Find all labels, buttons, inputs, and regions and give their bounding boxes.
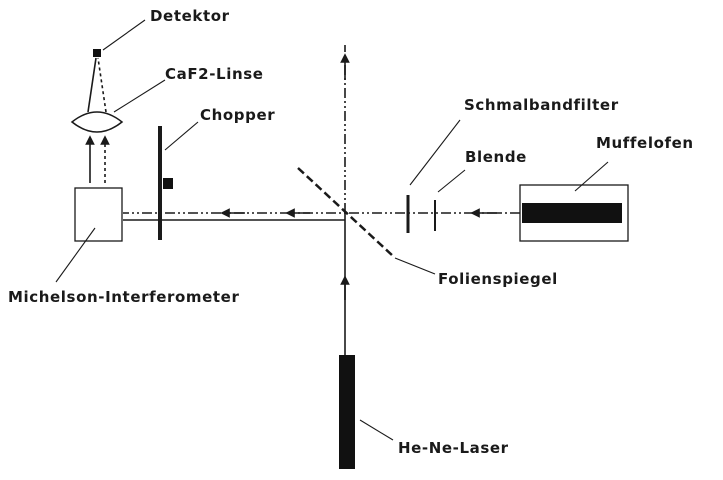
label-muffelofen: Muffelofen	[596, 134, 694, 152]
leader-linse	[113, 79, 166, 113]
muffelofen-furnace	[519, 184, 629, 242]
leader-laser	[359, 419, 394, 441]
caf2-lens	[70, 111, 124, 133]
detektor	[93, 49, 101, 57]
leader-schmalbandfilter	[409, 119, 461, 186]
label-schmalbandfilter: Schmalbandfilter	[464, 96, 619, 114]
michelson-interferometer	[74, 187, 123, 242]
label-blende: Blende	[465, 148, 527, 166]
leader-detektor	[102, 19, 146, 51]
label-michelson: Michelson-Interferometer	[8, 288, 239, 306]
label-linse: CaF2-Linse	[165, 65, 264, 83]
focus-beam-right	[97, 57, 107, 113]
chopper	[158, 126, 173, 240]
label-folienspiegel: Folienspiegel	[438, 270, 558, 288]
leader-muffelofen	[574, 161, 609, 192]
leader-michelson	[55, 227, 96, 283]
label-laser: He-Ne-Laser	[398, 439, 509, 457]
focus-beam-left	[87, 57, 97, 113]
leader-blende	[437, 169, 466, 193]
leader-folienspiegel	[394, 257, 436, 275]
label-chopper: Chopper	[200, 106, 275, 124]
leader-chopper	[164, 121, 199, 151]
label-detektor: Detektor	[150, 7, 230, 25]
he-ne-laser	[339, 355, 355, 469]
